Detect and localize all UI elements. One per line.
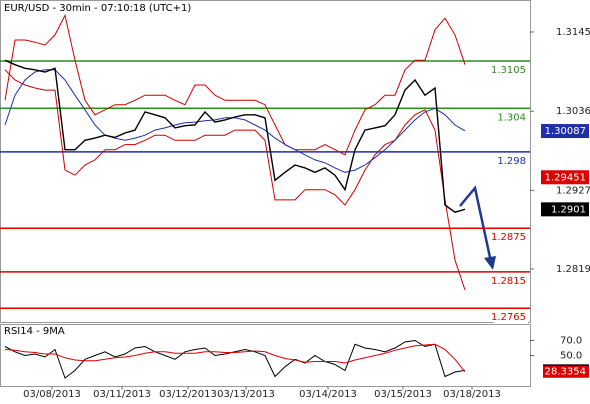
arrow-head [484,256,496,270]
chart-title: EUR/USD - 30min - 07:10:18 (UTC+1) [4,3,191,14]
x-tick-label: 03/12/2013 [159,389,217,400]
x-tick-label: 03/14/2013 [299,389,357,400]
level-label-bg [494,274,528,287]
level-label-bg [494,311,528,324]
series-line [4,13,466,156]
price-panel [0,0,531,323]
y-tick-label: 50.0 [560,351,582,362]
price-tag-label: 1.30087 [545,126,586,137]
rsi-title: RSI14 - 9MA [4,326,65,337]
level-label: 1.2815 [491,276,526,287]
y-tick-label: 70.0 [560,336,582,347]
level-label-bg [494,231,528,244]
price-tag [541,202,589,217]
y-tick-label: 1.3145 [556,27,590,38]
y-tick-label: 1.3036 [556,106,590,117]
level-label: 1.3105 [491,65,526,76]
price-tag-label: 1.29451 [545,172,586,183]
level-label-bg [494,154,528,167]
series-line [4,339,466,379]
arrow-line [459,185,493,263]
price-tag [541,170,589,185]
series-line [4,69,466,173]
level-label-bg [494,111,528,124]
level-label: 1.2765 [491,312,526,323]
level-label: 1.304 [497,112,526,123]
value-tag-label: 28.3354 [545,367,586,378]
x-tick-label: 03/13/2013 [217,389,275,400]
price-tag [541,124,589,139]
y-tick-label: 1.2819 [556,264,590,275]
y-tick-label: 1.2927 [556,185,590,196]
trend-arrow [459,185,496,270]
series-line [4,343,466,373]
series-line [4,59,466,213]
x-tick-label: 03/18/2013 [443,389,501,400]
level-label-bg [494,64,528,77]
level-label: 1.298 [497,156,526,167]
value-tag [543,365,589,378]
x-tick-label: 03/15/2013 [374,389,432,400]
level-label: 1.2875 [491,232,526,243]
x-tick-label: 03/08/2013 [23,389,81,400]
price-tag-label: 1.2901 [551,204,586,215]
series-line [4,69,466,291]
x-tick-label: 03/11/2013 [93,389,151,400]
